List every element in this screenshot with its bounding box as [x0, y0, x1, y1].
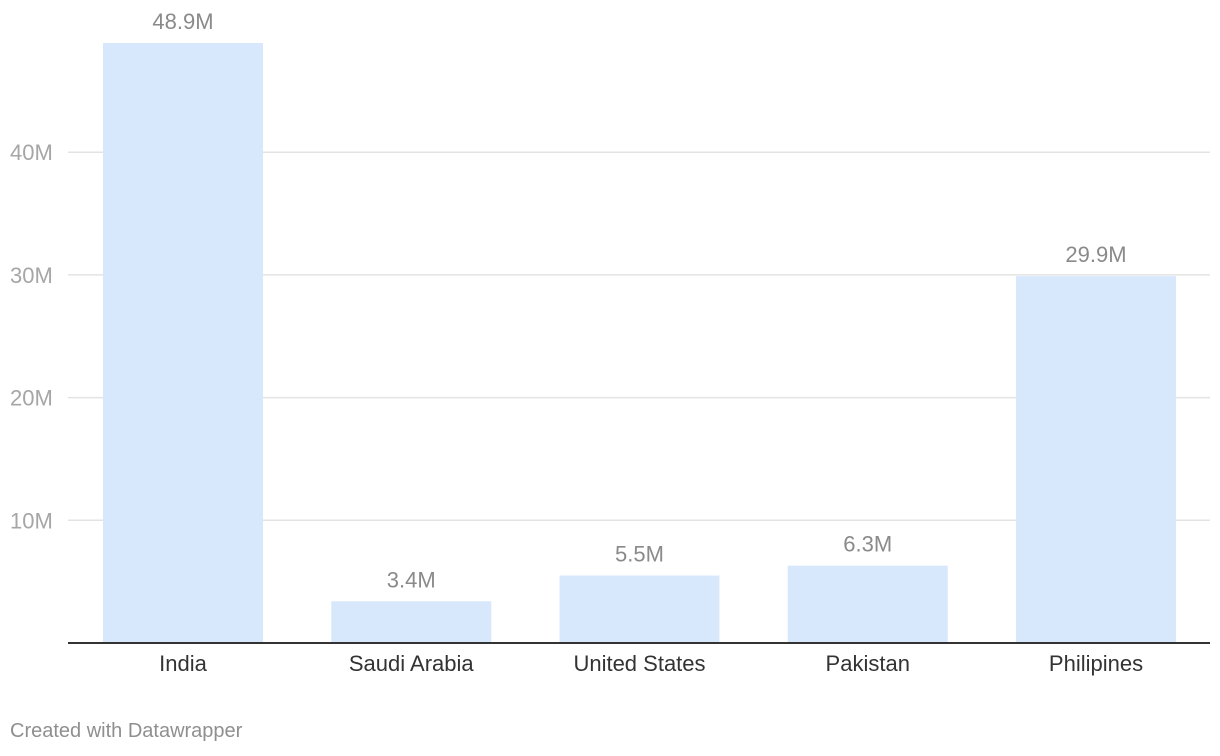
- y-tick-label: 30M: [10, 263, 53, 288]
- y-tick-label: 40M: [10, 140, 53, 165]
- credit-text: Created with Datawrapper: [10, 720, 243, 742]
- x-tick-label: United States: [573, 651, 705, 676]
- bar: [787, 565, 948, 643]
- x-tick-label: Philipines: [1049, 651, 1143, 676]
- data-label: 48.9M: [152, 9, 213, 34]
- data-label: 3.4M: [387, 567, 436, 592]
- x-tick-label: Saudi Arabia: [349, 651, 475, 676]
- y-tick-label: 20M: [10, 386, 53, 411]
- bar: [559, 575, 720, 643]
- x-tick-label: Pakistan: [826, 651, 910, 676]
- bar: [1016, 276, 1176, 643]
- bars: [103, 42, 1176, 643]
- y-tick-label: 10M: [10, 508, 53, 533]
- bar: [103, 42, 263, 643]
- labels: 10M 20M 30M 40M 48.9M India 3.4M Saudi Arabia 5.…: [10, 9, 1143, 676]
- data-label: 6.3M: [843, 532, 892, 557]
- x-tick-label: India: [159, 651, 207, 676]
- data-label: 5.5M: [615, 542, 664, 567]
- data-label: 29.9M: [1065, 242, 1126, 267]
- bar: [331, 601, 492, 643]
